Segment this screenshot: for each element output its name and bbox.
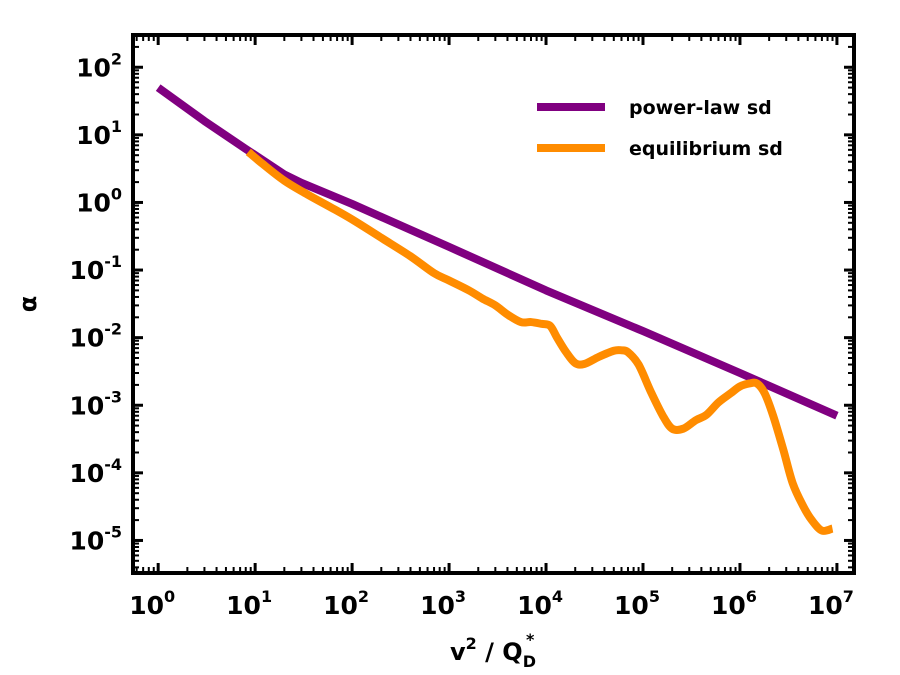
y-tick-label: 10-1 bbox=[69, 252, 122, 285]
y-axis-label: α bbox=[14, 296, 42, 313]
plot-frame bbox=[131, 33, 856, 575]
y-tick-label: 10-3 bbox=[69, 387, 122, 420]
series-line-equilibrium-sd bbox=[245, 148, 834, 535]
y-tick-label: 10-4 bbox=[69, 455, 122, 488]
x-tick-label: 103 bbox=[420, 587, 466, 620]
y-tick-label: 100 bbox=[76, 184, 122, 217]
x-tick-label: 101 bbox=[226, 587, 272, 620]
x-tick-label: 102 bbox=[323, 587, 369, 620]
plot-series bbox=[155, 84, 839, 535]
x-tick-labels: 100 101 102 103 104 105 106 107 bbox=[129, 587, 854, 620]
x-tick-label: 107 bbox=[808, 587, 854, 620]
legend-label-0: power-law sd bbox=[629, 97, 772, 119]
x-tick-label: 105 bbox=[614, 587, 660, 620]
x-tick-label: 104 bbox=[517, 587, 563, 620]
x-tick-label: 100 bbox=[129, 587, 175, 620]
y-tick-label: 101 bbox=[76, 117, 122, 150]
y-tick-labels: 102 101 100 10-1 10-2 10-3 10-4 10-5 bbox=[69, 49, 122, 555]
y-tick-label: 102 bbox=[76, 49, 122, 82]
y-tick-label: 10-2 bbox=[69, 320, 122, 353]
series-line-power-law-sd bbox=[155, 84, 839, 420]
legend: power-law sd equilibrium sd bbox=[537, 97, 783, 160]
legend-label-1: equilibrium sd bbox=[629, 138, 783, 160]
y-tick-label: 10-5 bbox=[69, 522, 122, 555]
x-tick-label: 106 bbox=[711, 587, 757, 620]
x-axis-label: v2 / QD* bbox=[450, 630, 536, 671]
